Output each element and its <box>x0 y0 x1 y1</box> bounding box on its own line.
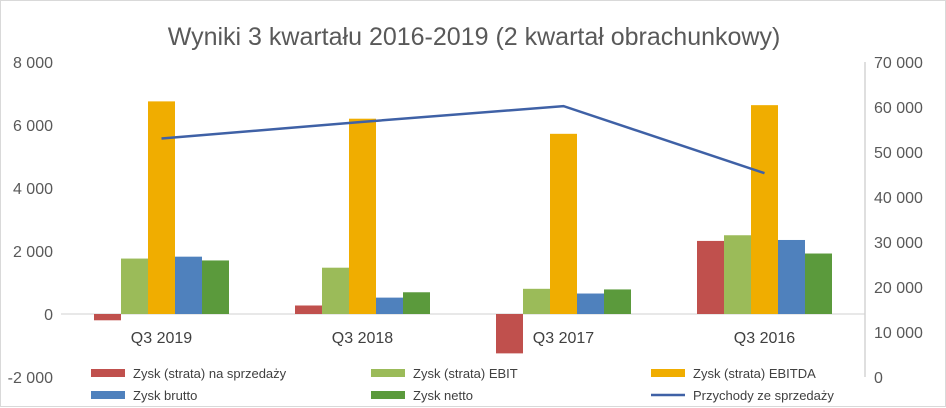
left-tick-label: 6 000 <box>13 118 53 135</box>
category-label: Q3 2018 <box>332 330 393 347</box>
bar <box>697 240 724 314</box>
legend-label: Zysk netto <box>413 388 473 403</box>
bar <box>376 297 403 314</box>
bar <box>751 105 778 314</box>
bar <box>805 253 832 314</box>
bar <box>175 256 202 314</box>
legend-label: Przychody ze sprzedaży <box>693 388 834 403</box>
right-tick-label: 30 000 <box>874 235 923 252</box>
category-label: Q3 2017 <box>533 330 594 347</box>
revenue-line <box>161 104 765 175</box>
left-tick-label: 0 <box>44 307 53 324</box>
legend-swatch <box>371 369 405 377</box>
bar <box>778 239 805 314</box>
legend-label: Zysk (strata) EBITDA <box>693 366 816 381</box>
right-tick-label: 60 000 <box>874 100 923 117</box>
bar-group <box>94 101 832 354</box>
bar <box>94 314 121 321</box>
right-tick-label: 70 000 <box>874 55 923 72</box>
bar <box>523 288 550 314</box>
legend-swatch <box>91 391 125 399</box>
bar <box>148 101 175 314</box>
chart-title: Wyniki 3 kwartału 2016-2019 (2 kwartał o… <box>168 23 781 51</box>
right-tick-label: 0 <box>874 370 883 387</box>
right-tick-label: 40 000 <box>874 190 923 207</box>
legend-swatch <box>91 369 125 377</box>
right-tick-label: 20 000 <box>874 280 923 297</box>
legend-label: Zysk (strata) EBIT <box>413 366 518 381</box>
right-tick-labels: 70 000 60 000 50 000 40 000 30 000 20 000 10 0… <box>874 55 923 387</box>
legend: Zysk (strata) na sprzedaży Zysk (strata) … <box>91 366 834 403</box>
category-labels: Q3 2019 Q3 2018 Q3 2017 Q3 2016 <box>131 330 795 347</box>
left-tick-label: -2 000 <box>8 370 53 387</box>
legend-swatch <box>651 369 685 377</box>
bar <box>403 292 430 314</box>
bar <box>349 118 376 314</box>
left-tick-labels: 8 000 6 000 4 000 2 000 0 -2 000 <box>8 55 53 387</box>
category-label: Q3 2016 <box>734 330 795 347</box>
bar <box>295 305 322 314</box>
left-tick-label: 8 000 <box>13 55 53 72</box>
bar <box>121 258 148 314</box>
category-label: Q3 2019 <box>131 330 192 347</box>
bar <box>604 289 631 314</box>
legend-swatch <box>371 391 405 399</box>
bar <box>577 293 604 314</box>
left-tick-label: 4 000 <box>13 181 53 198</box>
bar <box>724 235 751 314</box>
legend-label: Zysk (strata) na sprzedaży <box>133 366 287 381</box>
bar <box>550 133 577 314</box>
right-tick-label: 50 000 <box>874 145 923 162</box>
left-tick-label: 2 000 <box>13 244 53 261</box>
line-series-group <box>161 104 765 175</box>
bar <box>202 260 229 314</box>
bar <box>322 267 349 314</box>
legend-label: Zysk brutto <box>133 388 197 403</box>
bar <box>496 314 523 354</box>
right-tick-label: 10 000 <box>874 325 923 342</box>
